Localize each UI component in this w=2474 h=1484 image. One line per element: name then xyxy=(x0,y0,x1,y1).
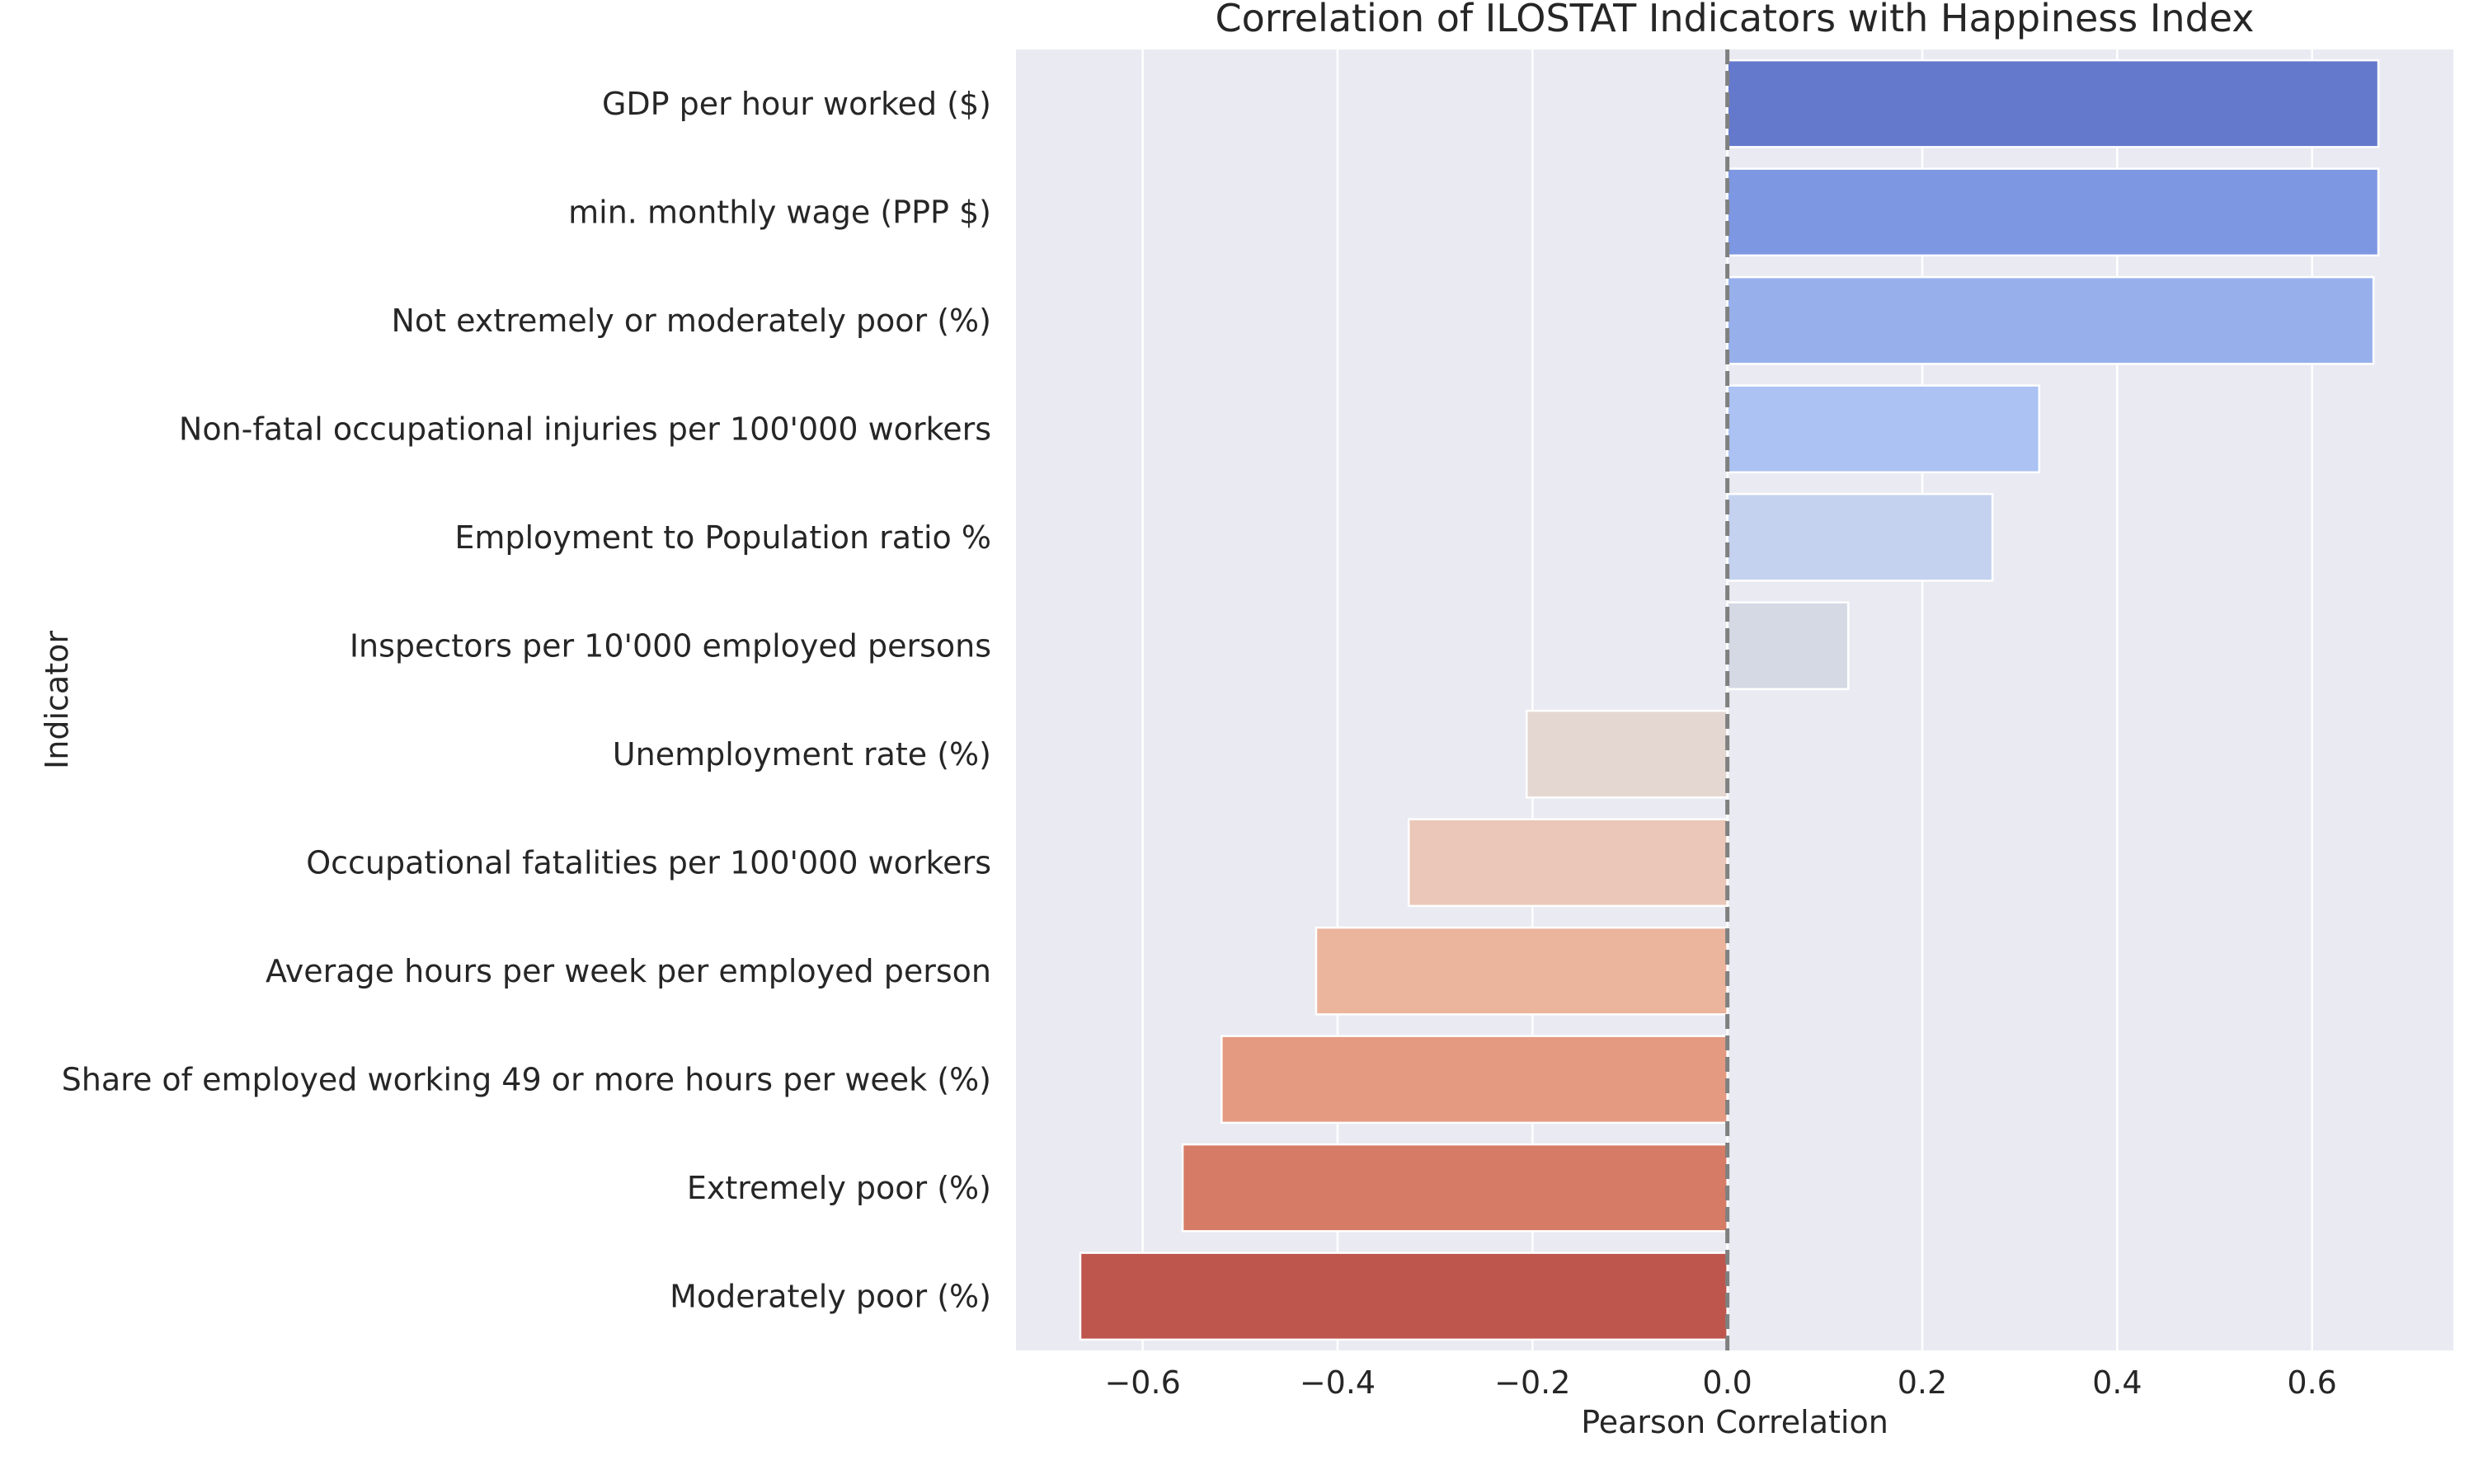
bar xyxy=(1726,59,2380,148)
x-tick-label: 0.2 xyxy=(1898,1364,1947,1401)
plot-area xyxy=(1016,49,2453,1350)
bar xyxy=(1181,1143,1729,1233)
category-label: Moderately poor (%) xyxy=(670,1278,991,1314)
x-tick-labels: −0.6 −0.4 −0.2 0.0 0.2 0.4 0.6 xyxy=(1104,1364,2336,1401)
bars xyxy=(1079,59,2380,1341)
bar xyxy=(1525,709,1729,799)
bar xyxy=(1726,275,2375,365)
x-tick-label: −0.2 xyxy=(1494,1364,1570,1401)
bar xyxy=(1726,601,1850,691)
bar xyxy=(1726,167,2380,257)
category-label: Average hours per week per employed pers… xyxy=(266,953,991,989)
x-tick-label: 0.6 xyxy=(2287,1364,2336,1401)
x-tick-label: −0.6 xyxy=(1104,1364,1180,1401)
category-label: Non-fatal occupational injuries per 100'… xyxy=(179,411,991,447)
category-label: Share of employed working 49 or more hou… xyxy=(62,1061,991,1097)
category-label: min. monthly wage (PPP $) xyxy=(568,194,991,230)
bar xyxy=(1726,492,1994,582)
category-label: Employment to Population ratio % xyxy=(454,519,991,556)
bar xyxy=(1726,384,2041,474)
y-axis-label: Indicator xyxy=(39,631,75,769)
category-label: GDP per hour worked ($) xyxy=(602,86,991,122)
x-axis-label: Pearson Correlation xyxy=(1581,1404,1888,1440)
bar xyxy=(1221,1035,1729,1125)
chart-title: Correlation of ILOSTAT Indicators with H… xyxy=(1215,0,2254,40)
category-label: Occupational fatalities per 100'000 work… xyxy=(306,844,991,881)
category-label: Not extremely or moderately poor (%) xyxy=(391,303,991,339)
category-labels: GDP per hour worked ($) min. monthly wage… xyxy=(62,86,991,1315)
x-tick-label: 0.0 xyxy=(1702,1364,1752,1401)
bar xyxy=(1407,818,1729,908)
category-label: Extremely poor (%) xyxy=(687,1170,991,1206)
bar xyxy=(1079,1252,1729,1341)
x-tick-label: 0.4 xyxy=(2092,1364,2142,1401)
category-label: Unemployment rate (%) xyxy=(613,736,991,773)
category-label: Inspectors per 10'000 employed persons xyxy=(350,627,991,664)
x-tick-label: −0.4 xyxy=(1300,1364,1376,1401)
bar xyxy=(1315,926,1729,1016)
